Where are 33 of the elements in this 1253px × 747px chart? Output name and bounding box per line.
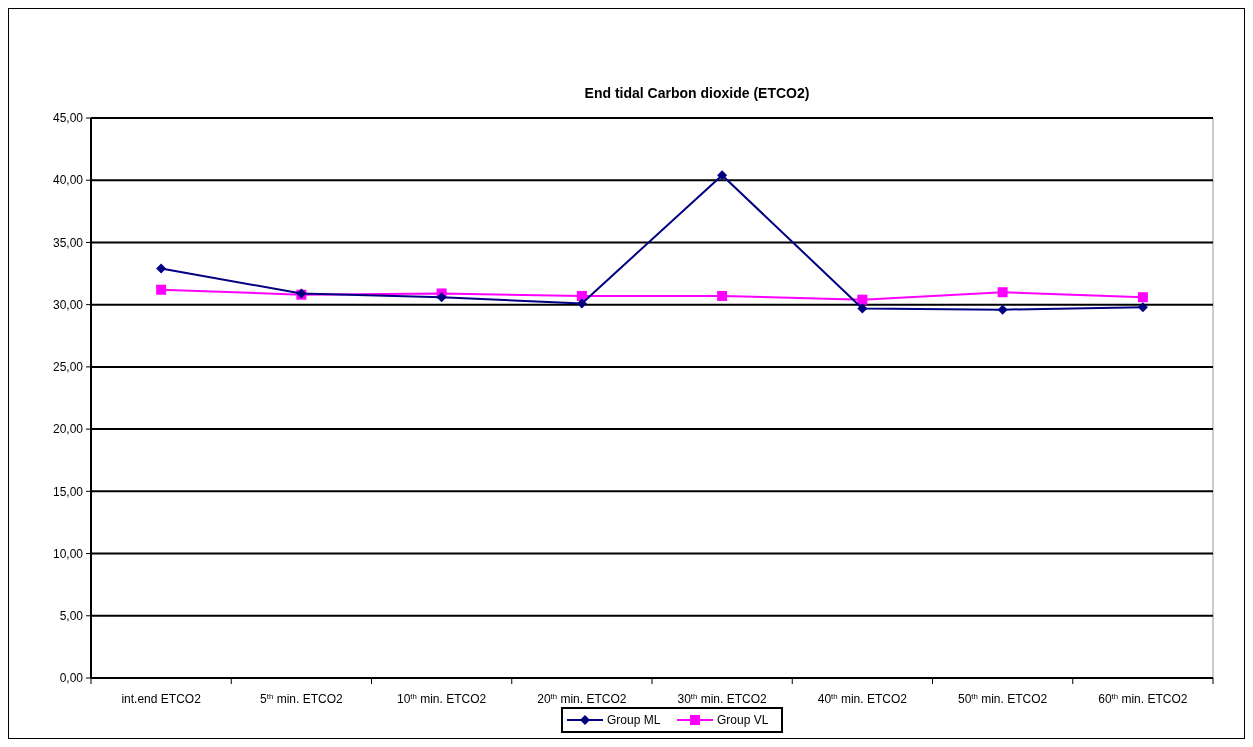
point — [997, 287, 1008, 298]
point — [717, 290, 728, 301]
point — [576, 298, 587, 309]
x-tick-label: 10$^{th}$ min. ETCO2 — [397, 691, 487, 706]
point — [857, 294, 868, 305]
point — [857, 303, 868, 314]
y-tick-label: 15,00 — [52, 484, 84, 499]
y-tick-label: 25,00 — [52, 360, 84, 375]
point — [1137, 302, 1148, 313]
x-tick-label: 60$^{th}$ min. ETCO2 — [1098, 691, 1188, 706]
legend-label: Group ML — [607, 713, 661, 728]
chart-title: End tidal Carbon dioxide (ETCO2) — [584, 85, 810, 101]
y-tick-label: 40,00 — [52, 173, 84, 188]
x-tick-label: int.end ETCO2 — [121, 692, 202, 706]
y-tick-label: 20,00 — [52, 422, 84, 437]
x-tick-label: 50$^{th}$ min. ETCO2 — [958, 691, 1048, 706]
y-tick-label: 35,00 — [52, 235, 84, 250]
point — [1137, 292, 1148, 303]
x-tick-label: 20$^{th}$ min. ETCO2 — [537, 691, 627, 706]
point — [436, 292, 447, 303]
y-tick-label: 45,00 — [52, 111, 84, 126]
legend-label: Group VL — [717, 713, 769, 728]
point — [156, 263, 167, 274]
point — [156, 284, 167, 295]
y-tick-label: 0,00 — [59, 671, 84, 686]
point — [997, 304, 1008, 315]
x-tick-label: 40$^{th}$ min. ETCO2 — [817, 691, 908, 706]
y-tick-label: 5,00 — [59, 608, 84, 623]
y-tick-label: 30,00 — [52, 297, 84, 312]
point — [717, 170, 728, 181]
x-tick-label: 5$^{th}$ min. ETCO2 — [260, 691, 343, 706]
x-tick-label: 30$^{th}$ min. ETCO2 — [677, 691, 768, 706]
y-tick-label: 10,00 — [52, 546, 84, 561]
